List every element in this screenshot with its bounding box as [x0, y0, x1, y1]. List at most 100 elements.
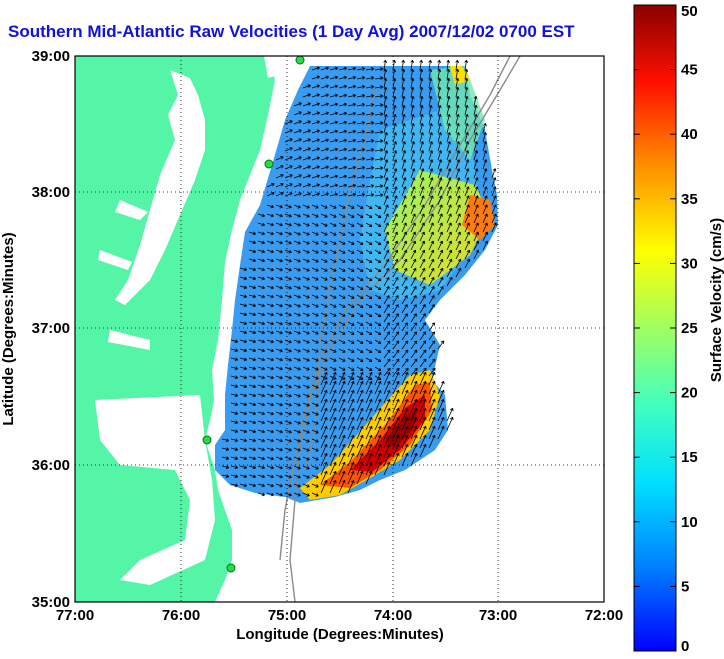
velocity-arrow	[356, 102, 366, 107]
velocity-arrow	[383, 322, 390, 332]
velocity-arrow	[302, 84, 311, 89]
y-tick-label: 38:00	[32, 184, 70, 201]
velocity-arrow	[392, 322, 399, 332]
velocity-arrow	[401, 304, 408, 314]
velocity-arrow	[320, 366, 328, 371]
velocity-arrow	[365, 339, 373, 344]
velocity-arrow	[383, 177, 389, 188]
velocity-arrow	[356, 303, 364, 308]
velocity-arrow	[302, 492, 310, 497]
velocity-arrow	[311, 276, 319, 281]
velocity-arrow	[374, 294, 382, 300]
velocity-arrow	[374, 407, 382, 422]
velocity-arrow	[428, 213, 434, 224]
velocity-arrow	[293, 375, 301, 380]
velocity-arrow	[302, 321, 310, 326]
velocity-arrow	[320, 111, 329, 116]
velocity-arrow	[257, 213, 265, 218]
velocity-arrow	[383, 104, 388, 116]
velocity-arrow	[410, 258, 417, 269]
velocity-arrow	[383, 132, 388, 143]
velocity-arrow	[230, 438, 239, 443]
velocity-arrow	[329, 452, 337, 467]
velocity-arrow	[320, 165, 329, 170]
velocity-arrow	[410, 150, 416, 161]
velocity-arrow	[320, 75, 329, 80]
velocity-arrow	[275, 429, 283, 434]
velocity-arrow	[320, 222, 328, 227]
velocity-arrow	[392, 159, 398, 170]
velocity-arrow	[392, 313, 399, 323]
velocity-arrow	[302, 312, 310, 317]
velocity-arrow	[347, 66, 357, 71]
velocity-arrow	[473, 150, 479, 161]
velocity-arrow	[293, 249, 301, 254]
map-title: Southern Mid-Atlantic Raw Velocities (1 …	[8, 22, 575, 41]
velocity-arrow	[266, 330, 274, 335]
velocity-arrow	[239, 429, 248, 434]
velocity-arrow	[320, 156, 329, 161]
velocity-arrow	[275, 456, 283, 461]
velocity-arrow	[392, 186, 398, 197]
velocity-arrow	[302, 258, 310, 263]
velocity-arrow	[320, 249, 328, 254]
velocity-arrow	[437, 286, 444, 296]
velocity-arrow	[266, 420, 274, 425]
station-markers	[202, 55, 305, 573]
velocity-arrow	[338, 366, 346, 371]
velocity-arrow	[401, 95, 406, 107]
velocity-arrow	[302, 393, 310, 398]
velocity-arrow	[401, 150, 407, 161]
velocity-arrow	[374, 240, 382, 246]
velocity-arrow	[284, 402, 292, 407]
velocity-arrow	[248, 420, 256, 425]
velocity-arrow	[437, 258, 444, 269]
velocity-arrow	[365, 231, 373, 236]
velocity-arrow	[410, 213, 416, 224]
velocity-arrow	[410, 371, 418, 386]
velocity-arrow	[410, 159, 416, 170]
velocity-arrow	[347, 258, 355, 263]
velocity-arrow	[356, 213, 364, 218]
velocity-arrow	[383, 222, 389, 233]
velocity-arrow	[239, 420, 248, 425]
velocity-arrow	[383, 123, 388, 134]
velocity-arrow	[311, 249, 319, 254]
velocity-arrow	[338, 434, 346, 449]
velocity-arrow	[293, 183, 302, 188]
velocity-arrow	[365, 222, 373, 227]
velocity-arrow	[392, 425, 400, 440]
velocity-arrow	[284, 240, 292, 245]
velocity-arrow	[293, 420, 301, 425]
velocity-arrow	[293, 348, 301, 353]
velocity-arrow	[383, 443, 391, 458]
velocity-arrow	[437, 231, 443, 242]
velocity-arrow	[428, 141, 433, 152]
velocity-arrow	[293, 267, 301, 272]
velocity-arrow	[356, 147, 366, 152]
velocity-arrow	[383, 213, 389, 224]
velocity-arrow	[383, 86, 388, 98]
velocity-arrow	[275, 366, 283, 371]
velocity-arrow	[347, 303, 355, 308]
velocity-arrow	[239, 267, 248, 272]
velocity-arrow	[320, 258, 328, 263]
velocity-arrow	[437, 195, 443, 206]
velocity-arrow	[347, 294, 355, 299]
velocity-arrow	[293, 438, 301, 443]
velocity-arrow	[365, 112, 375, 116]
velocity-arrow	[464, 141, 469, 152]
velocity-arrow	[284, 357, 292, 362]
velocity-arrow	[302, 93, 311, 98]
velocity-arrow	[230, 366, 239, 371]
velocity-arrow	[401, 452, 409, 467]
velocity-arrow	[473, 132, 478, 143]
velocity-arrow	[239, 285, 248, 290]
velocity-arrow	[284, 447, 292, 452]
velocity-arrow	[284, 303, 292, 308]
velocity-arrow	[356, 416, 364, 431]
velocity-arrow	[410, 340, 418, 350]
velocity-arrow	[302, 138, 311, 143]
velocity-arrow	[302, 384, 310, 389]
velocity-arrow	[275, 357, 283, 362]
